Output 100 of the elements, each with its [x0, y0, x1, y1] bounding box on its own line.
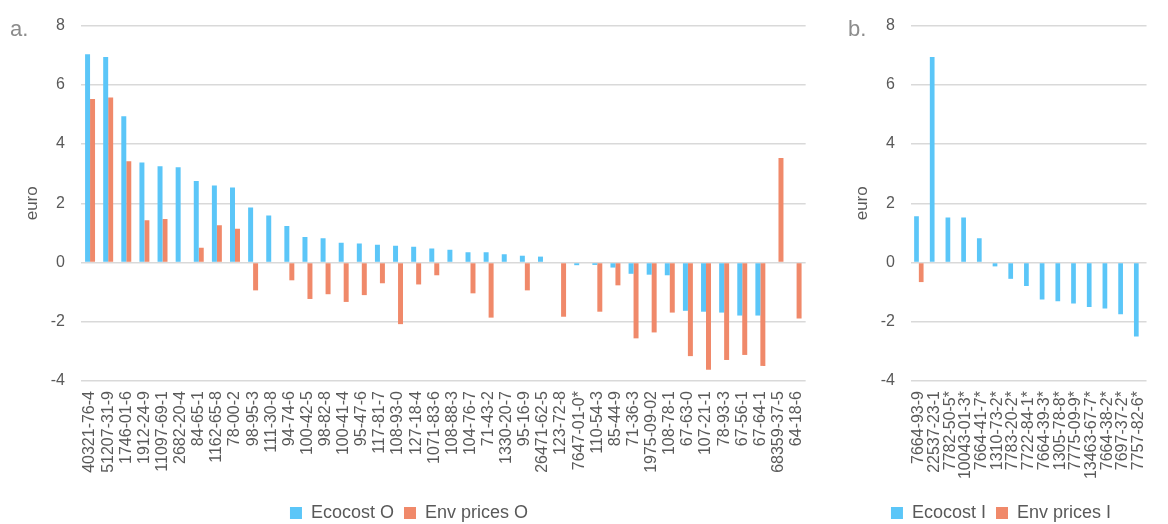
bar	[961, 217, 966, 262]
bar	[597, 263, 603, 312]
bar	[126, 161, 132, 262]
bar	[524, 263, 530, 291]
x-tick-label: 7783-20-2*	[1003, 391, 1021, 471]
y-axis-title: euro	[21, 186, 41, 221]
x-tick-label: 1330-20-7	[497, 390, 515, 464]
legend-label: Env prices I	[1017, 501, 1112, 522]
bar	[1008, 263, 1014, 279]
bar	[719, 263, 725, 313]
bar	[85, 54, 91, 262]
x-tick-label: 11097-69-1	[152, 390, 170, 472]
x-tick-label: 127-18-4	[406, 390, 424, 456]
bar	[139, 162, 145, 262]
bar	[157, 166, 163, 262]
y-tick-label: 0	[56, 252, 66, 270]
bar	[289, 263, 295, 281]
bar	[537, 256, 543, 262]
bar	[429, 248, 435, 262]
y-tick-label: 8	[886, 16, 896, 34]
x-tick-label: 108-93-0	[388, 390, 406, 456]
x-tick-label: 1912-24-9	[134, 390, 152, 464]
legend-label: Ecocost O	[310, 501, 394, 522]
bar	[1133, 263, 1139, 337]
bar	[108, 97, 114, 262]
y-tick-label: -4	[880, 371, 896, 389]
x-tick-label: 7757-82-6*	[1129, 391, 1147, 471]
y-tick-label: 0	[886, 252, 896, 270]
x-tick-label: 95-16-9	[515, 390, 533, 447]
y-tick-label: 6	[886, 75, 896, 93]
bar	[610, 263, 616, 268]
x-tick-label: 107-21-1	[696, 390, 714, 456]
x-tick-label: 123-72-8	[551, 390, 569, 456]
x-tick-label: 67-64-1	[750, 390, 768, 447]
x-tick-label: 117-81-7	[370, 390, 388, 454]
x-tick-label: 1305-78-8*	[1050, 391, 1068, 471]
bar	[651, 263, 657, 333]
bar	[356, 243, 362, 262]
x-tick-label: 7647-01-0*	[569, 391, 587, 471]
bar	[320, 238, 326, 262]
bar	[234, 228, 240, 262]
y-tick-label: -2	[50, 312, 66, 330]
bar	[561, 263, 567, 317]
x-tick-label: 85-44-9	[605, 390, 623, 447]
bar	[778, 157, 784, 262]
bar	[664, 263, 670, 276]
bar	[253, 263, 259, 291]
x-tick-label: 7722-84-1*	[1019, 391, 1037, 471]
y-tick-label: 4	[886, 134, 896, 152]
x-tick-label: 7664-41-7*	[972, 391, 990, 471]
x-tick-label: 10043-01-3*	[956, 391, 974, 480]
x-tick-label: 22537-23-1	[924, 390, 942, 473]
bar	[325, 263, 331, 295]
bar	[393, 245, 399, 262]
bar	[706, 263, 711, 370]
bar	[144, 220, 150, 262]
bar	[266, 215, 272, 262]
bar	[447, 249, 453, 262]
bar	[1024, 263, 1029, 286]
bar	[284, 226, 290, 262]
x-tick-label: 98-82-8	[315, 390, 333, 447]
bar	[193, 181, 199, 262]
x-tick-label: 78-00-2	[225, 390, 243, 447]
chart-title: a.	[10, 15, 29, 41]
x-tick-label: 7775-09-9*	[1066, 391, 1084, 471]
bar	[488, 263, 494, 318]
bar	[1071, 263, 1076, 304]
bar	[343, 263, 349, 302]
y-axis-title: euro	[851, 186, 871, 221]
bar	[1118, 263, 1123, 315]
legend-label: Env prices O	[425, 501, 529, 522]
x-tick-label: 67-56-1	[732, 390, 750, 447]
bar	[379, 263, 385, 284]
bar	[411, 246, 417, 262]
chart-title: b.	[848, 15, 867, 41]
x-tick-label: 100-42-5	[297, 390, 315, 456]
bar	[669, 263, 675, 313]
bar	[646, 263, 652, 275]
bar	[465, 252, 471, 262]
x-tick-label: 1071-83-6	[424, 390, 442, 464]
bar	[361, 263, 367, 296]
bar	[760, 263, 766, 366]
bar	[742, 263, 748, 355]
x-tick-label: 68359-37-5	[768, 390, 786, 473]
bar	[434, 263, 440, 276]
y-tick-label: -2	[880, 312, 896, 330]
bar	[755, 263, 761, 316]
bar	[374, 244, 380, 262]
bar	[519, 255, 525, 262]
bar	[724, 263, 730, 360]
bar	[302, 237, 308, 262]
x-tick-label: 1162-65-8	[207, 390, 225, 463]
y-tick-label: 8	[56, 16, 66, 34]
bar	[248, 207, 254, 262]
x-tick-label: 67-63-0	[678, 390, 696, 447]
x-tick-label: 13463-67-7*	[1081, 391, 1099, 480]
x-tick-label: 7782-50-5*	[940, 391, 958, 471]
x-tick-label: 2682-20-4	[171, 390, 189, 464]
bar	[701, 263, 707, 312]
bar	[103, 56, 109, 262]
